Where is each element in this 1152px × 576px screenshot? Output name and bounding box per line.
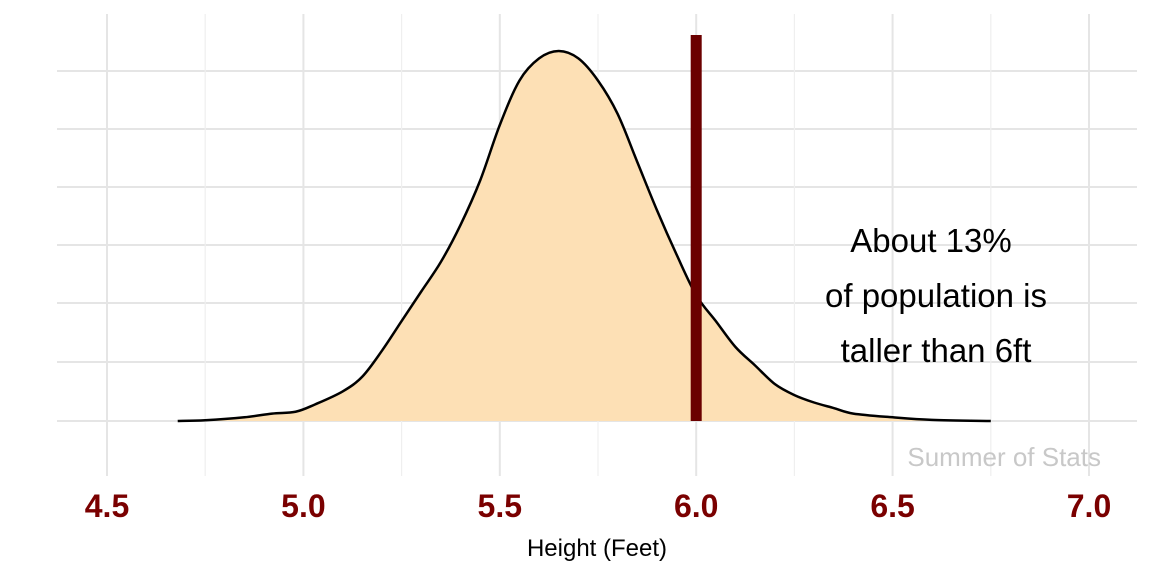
x-tick-label: 5.0: [281, 488, 325, 524]
annotation-line-2: of population is: [825, 277, 1047, 314]
x-tick-label: 7.0: [1067, 488, 1111, 524]
density-curve: [177, 49, 991, 423]
x-axis-title: Height (Feet): [527, 535, 667, 562]
x-tick-label: 5.5: [478, 488, 522, 524]
x-tick-label: 6.0: [674, 488, 718, 524]
x-tick-label: 6.5: [870, 488, 914, 524]
x-axis-ticks: 4.5 5.0 5.5 6.0 6.5 7.0: [85, 488, 1111, 524]
density-fill: [177, 51, 991, 421]
annotation-line-1: About 13%: [850, 222, 1011, 259]
density-area: [177, 49, 991, 423]
annotation-line-3: taller than 6ft: [841, 332, 1032, 369]
x-tick-label: 4.5: [85, 488, 129, 524]
watermark: Summer of Stats: [907, 442, 1101, 472]
